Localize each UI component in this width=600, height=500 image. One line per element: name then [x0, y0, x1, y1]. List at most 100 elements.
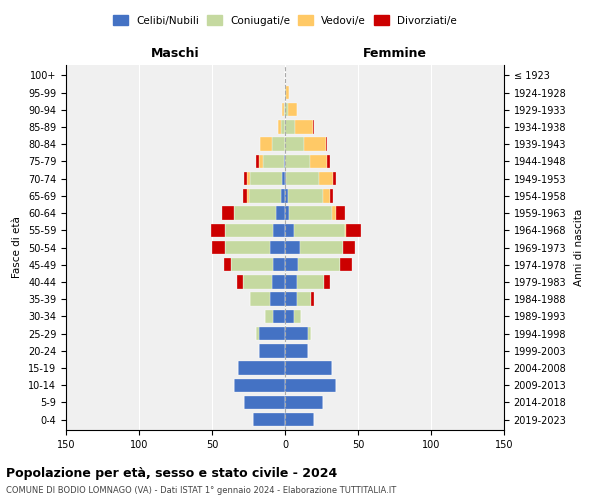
Text: Maschi: Maschi — [151, 47, 200, 60]
Bar — [253, 413, 285, 426]
Bar — [296, 292, 311, 306]
Text: Popolazione per età, sesso e stato civile - 2024: Popolazione per età, sesso e stato civil… — [6, 468, 337, 480]
Bar — [313, 120, 314, 134]
Bar — [263, 154, 284, 168]
Bar — [298, 258, 340, 272]
Bar — [328, 154, 330, 168]
Bar — [225, 241, 271, 254]
Bar — [276, 206, 285, 220]
Bar — [247, 189, 248, 202]
Bar — [285, 154, 310, 168]
Bar — [310, 154, 328, 168]
Bar — [286, 172, 319, 186]
Bar — [340, 258, 352, 272]
Bar — [284, 154, 285, 168]
Bar — [281, 120, 285, 134]
Bar — [238, 362, 285, 374]
Bar — [336, 206, 345, 220]
Bar — [259, 344, 285, 358]
Bar — [285, 258, 298, 272]
Bar — [323, 189, 330, 202]
Bar — [242, 189, 247, 202]
Bar — [247, 172, 250, 186]
Bar — [294, 310, 301, 323]
Bar — [271, 241, 285, 254]
Bar — [285, 86, 286, 100]
Bar — [271, 292, 285, 306]
Bar — [325, 275, 330, 288]
Bar — [244, 396, 285, 409]
Bar — [284, 103, 285, 117]
Bar — [345, 224, 346, 237]
Bar — [285, 138, 304, 151]
Bar — [225, 224, 274, 237]
Bar — [285, 344, 308, 358]
Bar — [211, 224, 225, 237]
Bar — [272, 138, 285, 151]
Text: COMUNE DI BODIO LOMNAGO (VA) - Dati ISTAT 1° gennaio 2024 - Elaborazione TUTTITA: COMUNE DI BODIO LOMNAGO (VA) - Dati ISTA… — [6, 486, 396, 495]
Bar — [285, 189, 288, 202]
Bar — [231, 258, 274, 272]
Bar — [311, 292, 314, 306]
Bar — [326, 138, 328, 151]
Bar — [234, 206, 276, 220]
Bar — [295, 120, 313, 134]
Bar — [259, 154, 263, 168]
Bar — [332, 206, 336, 220]
Bar — [285, 172, 286, 186]
Bar — [285, 241, 299, 254]
Bar — [304, 138, 326, 151]
Bar — [282, 103, 284, 117]
Bar — [288, 103, 296, 117]
Bar — [256, 327, 259, 340]
Bar — [256, 154, 259, 168]
Bar — [248, 189, 281, 202]
Bar — [299, 241, 343, 254]
Legend: Celibi/Nubili, Coniugati/e, Vedovi/e, Divorziati/e: Celibi/Nubili, Coniugati/e, Vedovi/e, Di… — [113, 16, 457, 26]
Bar — [285, 396, 323, 409]
Bar — [237, 275, 242, 288]
Bar — [250, 172, 282, 186]
Bar — [285, 292, 296, 306]
Bar — [285, 103, 288, 117]
Bar — [285, 413, 314, 426]
Bar — [250, 292, 271, 306]
Bar — [212, 241, 225, 254]
Bar — [285, 206, 289, 220]
Bar — [224, 258, 231, 272]
Bar — [285, 327, 308, 340]
Bar — [319, 172, 333, 186]
Bar — [282, 172, 285, 186]
Bar — [308, 327, 311, 340]
Bar — [260, 138, 272, 151]
Bar — [285, 275, 296, 288]
Text: Femmine: Femmine — [362, 47, 427, 60]
Bar — [244, 172, 247, 186]
Bar — [288, 189, 323, 202]
Bar — [272, 275, 285, 288]
Bar — [330, 189, 333, 202]
Bar — [333, 172, 336, 186]
Bar — [234, 378, 285, 392]
Bar — [285, 362, 332, 374]
Bar — [222, 206, 234, 220]
Bar — [289, 206, 332, 220]
Bar — [242, 275, 272, 288]
Bar — [265, 310, 274, 323]
Bar — [286, 86, 289, 100]
Y-axis label: Anni di nascita: Anni di nascita — [574, 209, 584, 286]
Bar — [274, 310, 285, 323]
Bar — [285, 378, 336, 392]
Bar — [281, 189, 285, 202]
Bar — [343, 241, 355, 254]
Bar — [294, 224, 345, 237]
Bar — [285, 224, 294, 237]
Bar — [274, 258, 285, 272]
Bar — [285, 120, 295, 134]
Bar — [346, 224, 361, 237]
Bar — [274, 224, 285, 237]
Bar — [259, 327, 285, 340]
Bar — [285, 310, 294, 323]
Bar — [296, 275, 325, 288]
Y-axis label: Fasce di età: Fasce di età — [13, 216, 22, 278]
